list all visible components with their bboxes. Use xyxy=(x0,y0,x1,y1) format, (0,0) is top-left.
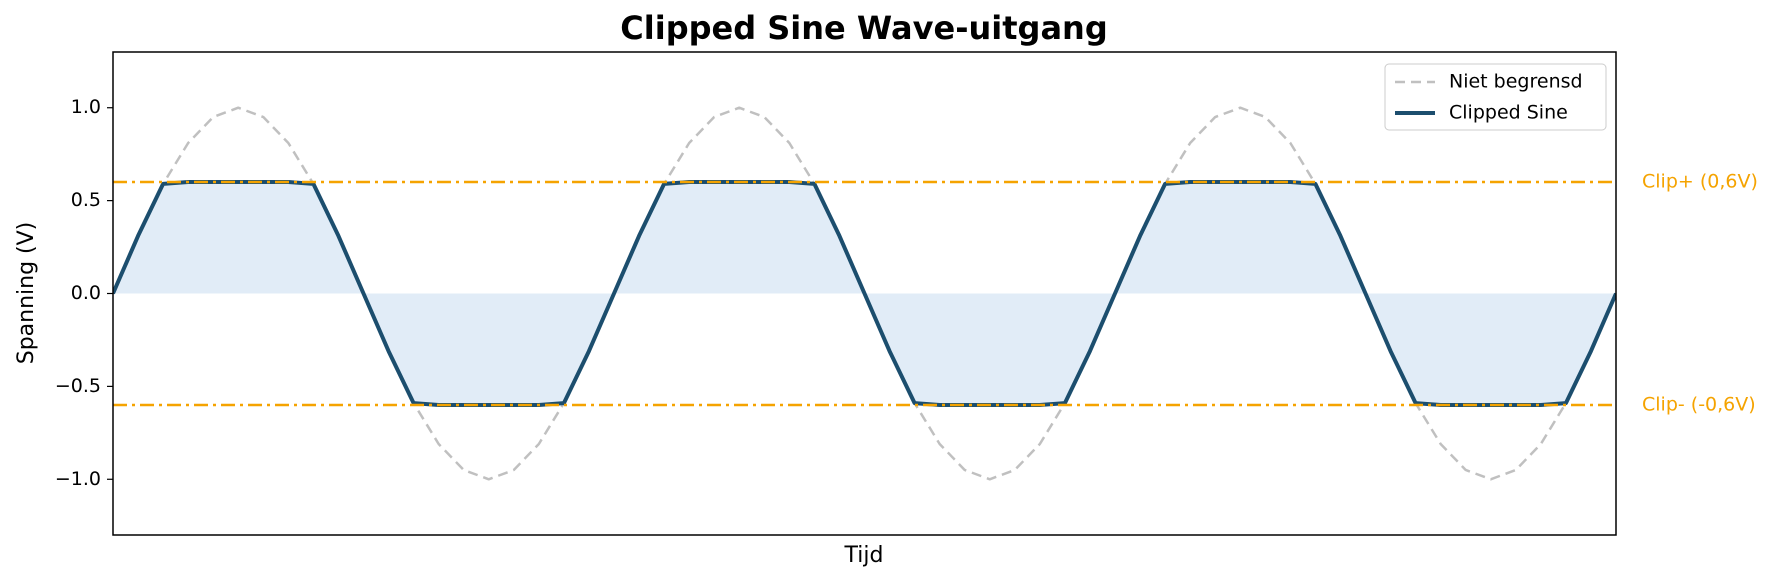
legend-box xyxy=(1384,63,1607,131)
x-axis-label: Tijd xyxy=(844,543,884,568)
plot-frame xyxy=(112,51,1617,536)
y-tick-label: 0.0 xyxy=(71,282,101,304)
chart-title: Clipped Sine Wave-uitgang xyxy=(620,9,1107,47)
y-tick-label: −1.0 xyxy=(55,468,101,490)
y-tick-label: 1.0 xyxy=(71,96,101,118)
clip-label: Clip+ (0,6V) xyxy=(1642,171,1758,193)
legend-label: Clipped Sine xyxy=(1449,102,1568,124)
legend-label: Niet begrensd xyxy=(1449,71,1583,93)
y-axis-label: Spanning (V) xyxy=(14,222,39,365)
series-line xyxy=(113,180,1616,407)
y-tick-label: 0.5 xyxy=(71,189,101,211)
y-tick-label: −0.5 xyxy=(55,375,101,397)
plot xyxy=(113,106,1616,481)
clip-label: Clip- (-0,6V) xyxy=(1642,393,1756,415)
